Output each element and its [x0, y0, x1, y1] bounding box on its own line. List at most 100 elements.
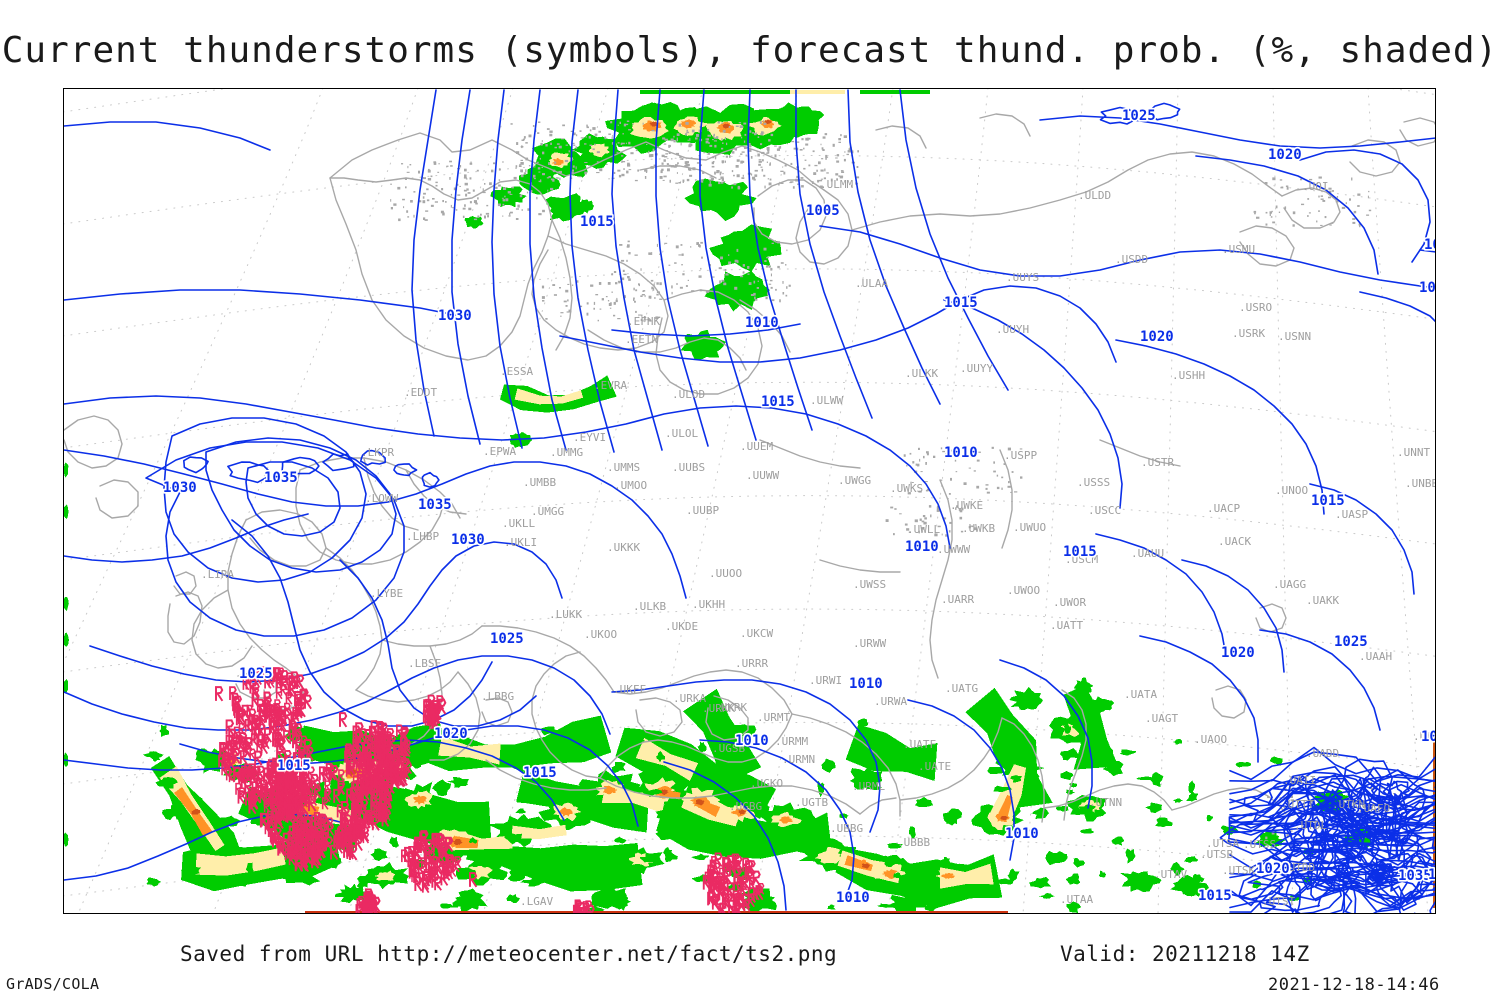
station-label: .UOI	[1302, 180, 1329, 193]
isobar-label-halo: 1015	[1311, 493, 1345, 509]
thunderstorm-symbol-layer	[215, 666, 765, 914]
station-label: .EFHK	[627, 315, 660, 328]
station-label: .EPWA	[483, 445, 516, 458]
station-label: .UKLL	[502, 517, 535, 530]
station-label: .UUOO	[709, 567, 742, 580]
station-label: .USNN	[1278, 330, 1311, 343]
isobar-label: 1015	[523, 765, 557, 781]
isobar-label: 1010	[849, 676, 883, 692]
station-label: .UUYS	[1006, 271, 1039, 284]
map-panel[interactable]: .ULMM .ULDD .UOI .USDD .USMU .ULAA .UUYS .USRO.…	[63, 88, 1436, 914]
station-label: .UTNN	[1089, 796, 1122, 809]
station-label: .LKPR	[361, 446, 394, 459]
isobar-label-halo: 1015	[580, 214, 614, 230]
station-label: .UATE	[918, 760, 951, 773]
station-label: .USMU	[1222, 243, 1255, 256]
station-label: .LIRA	[201, 568, 234, 581]
station-label: .UWSS	[853, 578, 886, 591]
station-label: .UAGG	[1273, 578, 1306, 591]
station-label: .UATF	[903, 738, 936, 751]
isobar-label-halo: 1010	[836, 890, 870, 906]
isobar-label: 1030	[438, 308, 472, 324]
station-label: .UKFF	[613, 683, 646, 696]
isobar-label-halo: 1015	[277, 758, 311, 774]
station-label: .UMOO	[614, 479, 647, 492]
station-label: .UAKK	[1306, 594, 1339, 607]
isobar-label: 1020	[1221, 645, 1255, 661]
isobar-label: 1015	[1198, 888, 1232, 904]
station-label: .ULKB	[633, 600, 666, 613]
station-label: .UTKN	[1332, 798, 1365, 811]
isobar-label: 1015	[761, 394, 795, 410]
station-label: .UNOO	[1275, 484, 1308, 497]
isobar-label-halo: 1030	[438, 308, 472, 324]
station-label: .UAGT	[1145, 712, 1178, 725]
coastline-layer	[63, 113, 1436, 842]
station-label: .USPP	[1004, 449, 1037, 462]
isobar-label-halo: 1010	[1419, 280, 1436, 296]
isobar-label-halo: 1035	[264, 470, 298, 486]
station-label: .UTSB	[1200, 848, 1233, 861]
isobar-label: 1035	[1398, 868, 1432, 884]
station-label: .UWOO	[1007, 584, 1040, 597]
isobar-label: 1035	[418, 497, 452, 513]
isobar-label-halo: 1010	[1005, 826, 1039, 842]
isobar-label: 1015	[944, 295, 978, 311]
station-label: .UBBB	[897, 836, 930, 849]
station-label: .UTDD	[1282, 861, 1315, 874]
isobar-label: 1035	[264, 470, 298, 486]
isobar-label: 1010	[905, 539, 939, 555]
station-label: .USCM	[1065, 553, 1098, 566]
station-label: .URKK	[702, 702, 735, 715]
station-label-layer: .ULMM .ULDD .UOI .USDD .USMU .ULAA .UUYS .USRO.…	[201, 178, 1436, 908]
station-label: .EETN	[625, 333, 658, 346]
isobar-label: 1025	[1122, 108, 1156, 124]
station-label: .ULKK	[905, 367, 938, 380]
isobar-label-halo: 1025	[239, 666, 273, 682]
isobar-label-halo: 1020	[1424, 237, 1436, 253]
isobar-label-halo: 1020	[1421, 729, 1436, 745]
station-label: .UNNT	[1397, 446, 1430, 459]
station-label: .UATA	[1124, 688, 1157, 701]
station-label: .ULDD	[1078, 189, 1111, 202]
station-label: .UWKE	[950, 499, 983, 512]
station-label: .ULWW	[810, 394, 843, 407]
station-label: .LUKK	[549, 608, 582, 621]
station-label: .EYVI	[573, 431, 606, 444]
isobar-label-halo: 1015	[1198, 888, 1232, 904]
isobar-label: 1015	[1311, 493, 1345, 509]
station-label: .UASP	[1335, 508, 1368, 521]
station-label: .LOWW	[365, 492, 398, 505]
station-label: .UGSB	[712, 742, 745, 755]
station-label: .UTSA	[1206, 837, 1239, 850]
isobar-label-halo: 1020	[1256, 861, 1290, 877]
station-label: .UUYY	[960, 362, 993, 375]
isobar-label: 1025	[1334, 634, 1368, 650]
station-label: .UKOO	[584, 628, 617, 641]
isobar-label: 1010	[735, 733, 769, 749]
isobar-label-halo: 1025	[490, 631, 524, 647]
timestamp-label: 2021-12-18-14:46	[1268, 975, 1440, 995]
isobar-label-halo: 1030	[163, 480, 197, 496]
isobar-label: 1020	[1140, 329, 1174, 345]
isobar-label: 1015	[277, 758, 311, 774]
station-label: .URRR	[735, 657, 768, 670]
station-label: .USCC	[1088, 504, 1121, 517]
station-label: .UTSK	[1222, 864, 1255, 877]
station-label: .ULAA	[855, 277, 888, 290]
station-label: .UWKB	[962, 522, 995, 535]
station-label: .USRK	[1232, 327, 1265, 340]
station-label: .UMMG	[550, 446, 583, 459]
isobar-label-halo: 1015	[761, 394, 795, 410]
station-label: .UNBB	[1405, 477, 1436, 490]
saved-url-label: Saved from URL http://meteocenter.net/fa…	[180, 942, 838, 966]
station-label: .UTAV	[1154, 868, 1187, 881]
map-canvas[interactable]: .ULMM .ULDD .UOI .USDD .USMU .ULAA .UUYS .USRO.…	[63, 88, 1436, 914]
station-label: .UGKO	[750, 777, 783, 790]
isobar-label: 1020	[1421, 729, 1436, 745]
isobar-label-halo: 1010	[745, 315, 779, 331]
isobar-label: 1015	[1063, 544, 1097, 560]
station-label: .UMMS	[607, 461, 640, 474]
station-label: .URWA	[874, 695, 907, 708]
